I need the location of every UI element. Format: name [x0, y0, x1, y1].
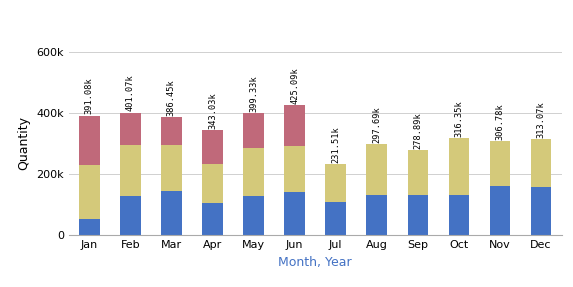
Bar: [367, 195, 387, 235]
Y-axis label: Quantity: Quantity: [18, 117, 31, 170]
Bar: [367, 144, 387, 195]
Text: 391.08k: 391.08k: [85, 78, 94, 115]
Bar: [202, 164, 223, 203]
Bar: [244, 148, 264, 196]
Bar: [490, 186, 510, 235]
Bar: [120, 113, 140, 145]
Text: 343.03k: 343.03k: [208, 92, 217, 129]
Bar: [79, 218, 100, 235]
Text: 306.78k: 306.78k: [496, 103, 504, 140]
Text: 386.45k: 386.45k: [167, 79, 176, 116]
Bar: [161, 191, 182, 235]
Text: 399.33k: 399.33k: [249, 75, 258, 112]
Bar: [449, 139, 469, 195]
Bar: [531, 187, 551, 235]
Bar: [161, 117, 182, 145]
Bar: [407, 150, 428, 195]
Bar: [120, 196, 140, 235]
Bar: [531, 139, 551, 187]
Text: 425.09k: 425.09k: [290, 67, 299, 104]
Bar: [202, 130, 223, 164]
Bar: [284, 193, 305, 235]
Bar: [284, 105, 305, 146]
Bar: [449, 195, 469, 235]
Text: 316.35k: 316.35k: [454, 100, 464, 137]
Bar: [407, 195, 428, 235]
Bar: [244, 113, 264, 148]
Text: 313.07k: 313.07k: [536, 102, 545, 138]
Bar: [79, 165, 100, 218]
Bar: [79, 116, 100, 165]
Bar: [325, 202, 346, 235]
Bar: [284, 146, 305, 193]
Bar: [490, 141, 510, 186]
Text: 401.07k: 401.07k: [126, 75, 135, 111]
Bar: [244, 196, 264, 235]
Text: 231.51k: 231.51k: [331, 127, 340, 163]
Bar: [161, 145, 182, 191]
Bar: [325, 164, 346, 202]
X-axis label: Month, Year: Month, Year: [278, 256, 352, 269]
Bar: [202, 203, 223, 235]
Text: 297.69k: 297.69k: [372, 106, 381, 143]
Text: 278.89k: 278.89k: [413, 112, 422, 149]
Bar: [120, 145, 140, 196]
